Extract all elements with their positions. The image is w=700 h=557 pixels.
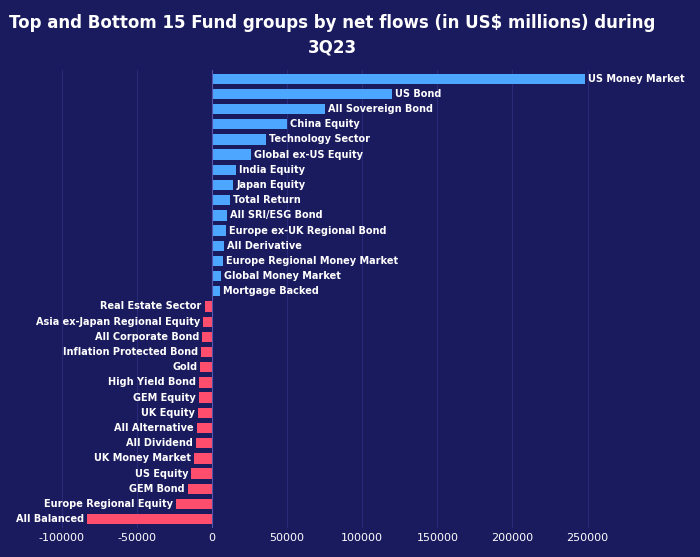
Text: All Sovereign Bond: All Sovereign Bond xyxy=(328,104,433,114)
Text: GEM Bond: GEM Bond xyxy=(130,484,185,494)
Text: Mortgage Backed: Mortgage Backed xyxy=(223,286,318,296)
Text: Japan Equity: Japan Equity xyxy=(236,180,305,190)
Text: India Equity: India Equity xyxy=(239,165,305,175)
Text: China Equity: China Equity xyxy=(290,119,360,129)
Bar xyxy=(212,271,221,281)
Text: Europe Regional Equity: Europe Regional Equity xyxy=(44,499,173,509)
Text: Gold: Gold xyxy=(172,362,197,372)
Title: Top and Bottom 15 Fund groups by net flows (in US$ millions) during
3Q23: Top and Bottom 15 Fund groups by net flo… xyxy=(9,14,655,57)
Text: Europe ex-UK Regional Bond: Europe ex-UK Regional Bond xyxy=(229,226,386,236)
Text: US Equity: US Equity xyxy=(134,468,188,478)
Text: Asia ex-Japan Regional Equity: Asia ex-Japan Regional Equity xyxy=(36,317,200,327)
Bar xyxy=(198,408,212,418)
Bar xyxy=(212,89,392,99)
Text: GEM Equity: GEM Equity xyxy=(133,393,195,403)
Text: UK Money Market: UK Money Market xyxy=(94,453,191,463)
Text: Global Money Market: Global Money Market xyxy=(224,271,341,281)
Bar xyxy=(212,286,220,296)
Bar xyxy=(202,347,212,357)
Text: US Bond: US Bond xyxy=(395,89,442,99)
Text: All Corporate Bond: All Corporate Bond xyxy=(94,332,199,342)
Text: Real Estate Sector: Real Estate Sector xyxy=(100,301,202,311)
Text: Global ex-US Equity: Global ex-US Equity xyxy=(254,150,363,160)
Bar xyxy=(212,195,230,206)
Bar xyxy=(188,483,212,494)
Bar xyxy=(212,256,223,266)
Bar xyxy=(212,226,225,236)
Text: All SRI/ESG Bond: All SRI/ESG Bond xyxy=(230,211,323,221)
Bar xyxy=(212,149,251,160)
Bar xyxy=(176,499,212,509)
Bar xyxy=(212,119,287,129)
Text: All Derivative: All Derivative xyxy=(227,241,302,251)
Bar xyxy=(191,468,212,478)
Bar xyxy=(199,377,212,388)
Bar xyxy=(212,241,224,251)
Text: All Dividend: All Dividend xyxy=(126,438,192,448)
Text: All Alternative: All Alternative xyxy=(114,423,194,433)
Text: High Yield Bond: High Yield Bond xyxy=(108,378,197,388)
Bar xyxy=(199,393,212,403)
Bar xyxy=(194,453,212,463)
Text: Technology Sector: Technology Sector xyxy=(269,134,370,144)
Text: Inflation Protected Bond: Inflation Protected Bond xyxy=(63,347,198,357)
Text: Europe Regional Money Market: Europe Regional Money Market xyxy=(225,256,398,266)
Text: Total Return: Total Return xyxy=(233,195,301,205)
Bar xyxy=(195,438,212,448)
Bar xyxy=(204,316,212,327)
Text: UK Equity: UK Equity xyxy=(141,408,195,418)
Bar xyxy=(200,362,212,373)
Text: US Money Market: US Money Market xyxy=(587,74,684,84)
Bar xyxy=(212,210,227,221)
Bar xyxy=(202,332,212,342)
Bar xyxy=(212,134,266,145)
Bar xyxy=(212,104,325,114)
Bar xyxy=(88,514,212,524)
Bar xyxy=(212,74,584,84)
Bar xyxy=(204,301,212,312)
Bar xyxy=(212,180,233,190)
Bar xyxy=(197,423,212,433)
Text: All Balanced: All Balanced xyxy=(16,514,85,524)
Bar xyxy=(212,165,236,175)
